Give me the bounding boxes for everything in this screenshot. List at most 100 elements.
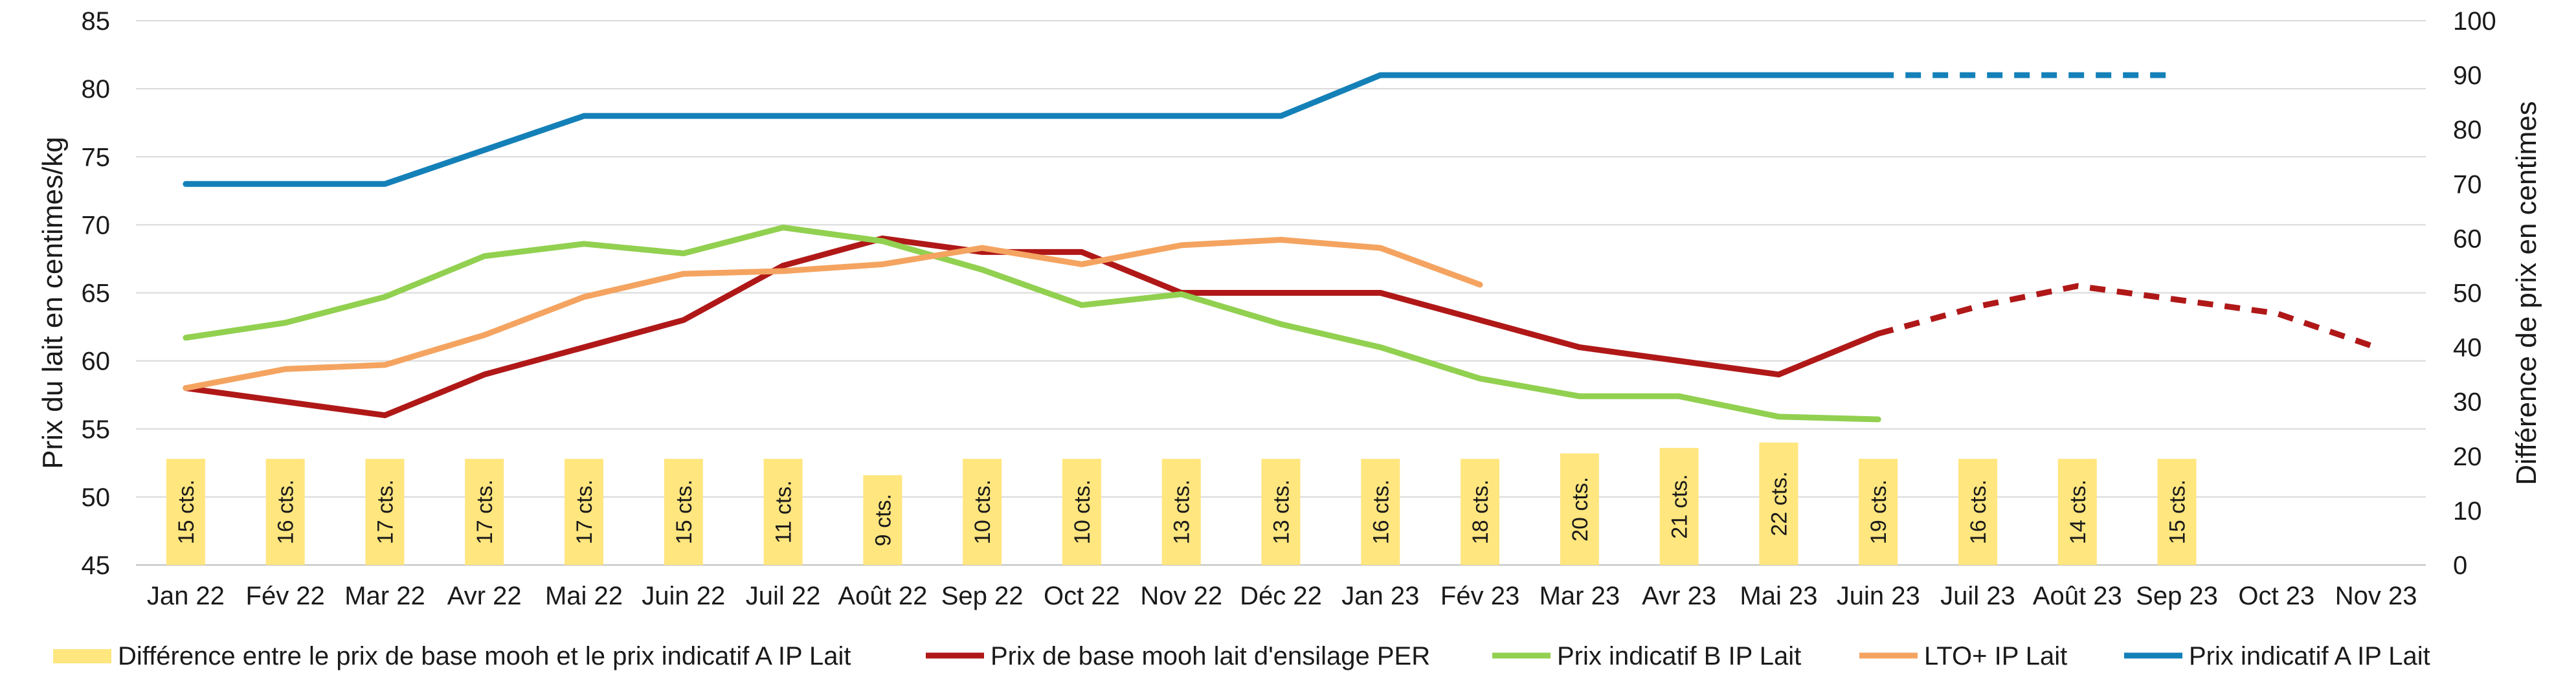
bar xyxy=(465,459,504,565)
x-tick-label: Mar 22 xyxy=(344,582,425,610)
bar-data-label: 17 cts. xyxy=(373,480,398,544)
left-tick-label: 45 xyxy=(82,551,111,580)
x-tick-label: Oct 22 xyxy=(1044,582,1120,610)
bar-data-label: 17 cts. xyxy=(572,480,597,544)
series-line xyxy=(183,225,1881,423)
right-tick-label: 80 xyxy=(2453,116,2482,144)
bar xyxy=(1759,442,1798,565)
x-tick-label: Juin 23 xyxy=(1837,582,1920,610)
bar xyxy=(1958,459,1997,565)
right-tick-label: 90 xyxy=(2453,61,2482,90)
bar xyxy=(2157,459,2197,565)
series-line xyxy=(183,235,1881,419)
bar xyxy=(863,475,902,565)
right-tick-label: 0 xyxy=(2453,551,2467,580)
left-tick-label: 65 xyxy=(82,280,111,308)
x-tick-label: Août 22 xyxy=(838,582,927,610)
x-tick-label: Juin 22 xyxy=(642,582,725,610)
bar-data-label: 13 cts. xyxy=(1170,480,1194,544)
bar-data-label: 18 cts. xyxy=(1468,480,1493,544)
x-tick-label: Nov 22 xyxy=(1140,582,1222,610)
x-tick-label: Sep 22 xyxy=(941,582,1024,610)
x-tick-label: Avr 23 xyxy=(1642,582,1716,610)
bar xyxy=(565,459,604,565)
right-axis-ticks: 0 10 20 30 40 50 60 70 80 90 100 xyxy=(2453,7,2496,580)
bar-data-label: 16 cts. xyxy=(1966,480,1991,544)
right-tick-label: 20 xyxy=(2453,443,2482,471)
right-tick-label: 60 xyxy=(2453,225,2482,253)
series-line-forecast xyxy=(1877,283,2377,350)
bar xyxy=(664,459,703,565)
x-tick-label: Nov 23 xyxy=(2335,582,2417,610)
x-tick-label: Jan 23 xyxy=(1341,582,1419,610)
bar xyxy=(365,459,405,565)
legend-label: Différence entre le prix de base mooh et… xyxy=(118,642,851,670)
right-tick-label: 10 xyxy=(2453,497,2482,526)
bar-data-label: 11 cts. xyxy=(772,480,796,544)
bar xyxy=(1560,453,1599,565)
bar-data-label: 22 cts. xyxy=(1767,471,1791,536)
x-tick-label: Mar 23 xyxy=(1540,582,1620,610)
legend-label: Prix indicatif A IP Lait xyxy=(2189,642,2430,670)
left-tick-label: 50 xyxy=(82,483,111,512)
x-tick-label: Avr 22 xyxy=(447,582,522,610)
bar-data-label: 10 cts. xyxy=(970,480,995,544)
bar-data-label: 15 cts. xyxy=(2166,480,2190,544)
legend-label: Prix de base mooh lait d'ensilage PER xyxy=(991,642,1430,670)
bar-data-label: 21 cts. xyxy=(1668,474,1692,539)
left-axis-title: Prix du lait en centimes/kg xyxy=(37,137,69,469)
left-tick-label: 85 xyxy=(82,7,111,36)
legend-label: LTO+ IP Lait xyxy=(1924,642,2067,670)
bar-data-label: 9 cts. xyxy=(871,494,895,546)
left-tick-label: 60 xyxy=(82,348,111,376)
x-tick-label: Mai 23 xyxy=(1740,582,1817,610)
series-line xyxy=(183,72,1881,187)
bar-labels: 15 cts. 16 cts. 17 cts. 17 cts. 17 cts. 15 ct… xyxy=(174,471,2190,546)
legend-swatch xyxy=(53,649,111,663)
bar xyxy=(1659,448,1699,565)
x-tick-label: Fév 23 xyxy=(1440,582,1519,610)
x-tick-label: Sep 23 xyxy=(2136,582,2218,610)
right-axis-title: Différence de prix en centimes xyxy=(2511,101,2542,485)
bar xyxy=(2057,459,2097,565)
bar xyxy=(1461,459,1500,565)
x-tick-label: Août 23 xyxy=(2033,582,2122,610)
x-tick-label: Fév 22 xyxy=(246,582,325,610)
bar xyxy=(1859,459,1898,565)
bar xyxy=(1062,459,1101,565)
x-axis-ticks: Jan 22 Fév 22 Mar 22 Avr 22 Mai 22 Juin 22 Jui… xyxy=(147,582,2417,610)
left-tick-label: 80 xyxy=(82,75,111,104)
right-tick-label: 100 xyxy=(2453,7,2496,36)
bar-data-label: 16 cts. xyxy=(274,480,298,544)
x-tick-label: Déc 22 xyxy=(1240,582,1322,610)
bar-data-label: 15 cts. xyxy=(672,480,697,544)
series-line xyxy=(183,237,1483,392)
bar-series xyxy=(166,442,2197,565)
bar-data-label: 13 cts. xyxy=(1270,480,1294,544)
right-tick-label: 40 xyxy=(2453,334,2482,362)
bar-data-label: 20 cts. xyxy=(1568,477,1593,542)
x-tick-label: Mai 22 xyxy=(545,582,623,610)
bar xyxy=(1261,459,1301,565)
right-tick-label: 70 xyxy=(2453,170,2482,199)
bar xyxy=(166,459,205,565)
bar-data-label: 10 cts. xyxy=(1070,480,1095,544)
bar xyxy=(1161,459,1201,565)
bar xyxy=(1361,459,1400,565)
line-series xyxy=(183,72,2377,423)
x-tick-label: Juil 23 xyxy=(1940,582,2015,610)
bar-data-label: 16 cts. xyxy=(1369,480,1393,544)
bar xyxy=(265,459,305,565)
bar xyxy=(963,459,1002,565)
x-tick-label: Jan 22 xyxy=(147,582,225,610)
bar xyxy=(763,459,803,565)
left-axis-ticks: 45 50 55 60 65 70 75 80 85 xyxy=(82,7,111,580)
bar-data-label: 14 cts. xyxy=(2066,480,2090,544)
bar-data-label: 15 cts. xyxy=(174,480,199,544)
x-tick-label: Juil 22 xyxy=(746,582,821,610)
right-tick-label: 30 xyxy=(2453,388,2482,417)
legend-label: Prix indicatif B IP Lait xyxy=(1557,642,1801,670)
bar-data-label: 19 cts. xyxy=(1866,480,1891,544)
bar-data-label: 17 cts. xyxy=(473,480,497,544)
